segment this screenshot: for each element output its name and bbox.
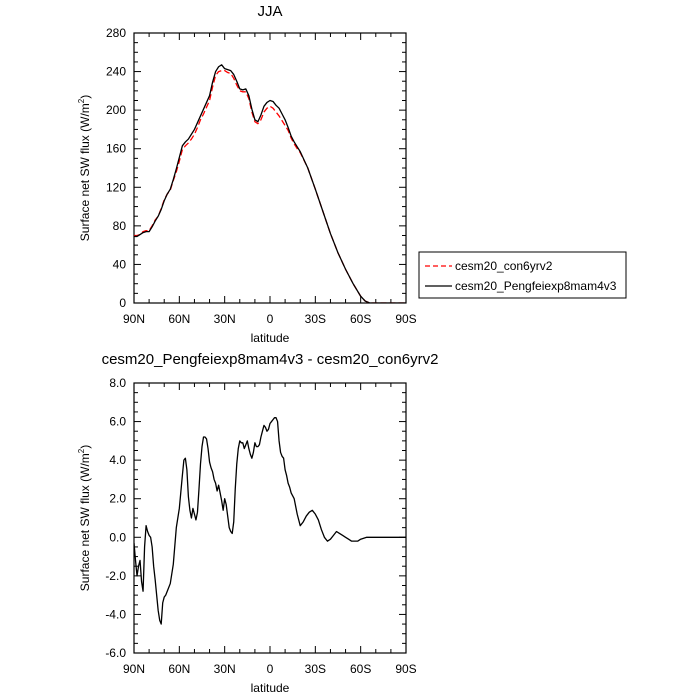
x-axis-label: latitude [251, 681, 290, 695]
x-tick-label: 30S [305, 662, 326, 676]
y-tick-label: 240 [106, 65, 126, 79]
series-line-cesm20_Pengfeiexp8mam4v3 [134, 64, 406, 303]
x-tick-label: 60S [350, 312, 371, 326]
series-line-difference [134, 417, 406, 625]
chart-title: cesm20_Pengfeiexp8mam4v3 - cesm20_con6yr… [102, 351, 439, 368]
series-line-cesm20_con6yrv2 [134, 69, 406, 303]
legend-label: cesm20_con6yrv2 [455, 259, 553, 273]
y-tick-label: 80 [113, 219, 127, 233]
x-tick-label: 30S [305, 312, 326, 326]
x-tick-label: 60N [168, 312, 190, 326]
x-tick-label: 90N [123, 312, 145, 326]
x-tick-label: 60N [168, 662, 190, 676]
y-tick-label: 2.0 [109, 492, 126, 506]
y-axis-label: Surface net SW flux (W/m2) [77, 445, 92, 591]
legend-label: cesm20_Pengfeiexp8mam4v3 [455, 279, 617, 293]
x-tick-label: 30N [214, 312, 236, 326]
x-tick-label: 90S [395, 312, 416, 326]
y-tick-label: 6.0 [109, 415, 126, 429]
y-tick-label: 8.0 [109, 376, 126, 390]
x-tick-label: 90S [395, 662, 416, 676]
y-axis-label: Surface net SW flux (W/m2) [77, 95, 92, 241]
y-tick-label: 280 [106, 26, 126, 40]
y-tick-label: -6.0 [105, 646, 126, 660]
y-tick-label: 0.0 [109, 530, 126, 544]
y-tick-label: 4.0 [109, 453, 126, 467]
y-tick-label: 40 [113, 257, 127, 271]
legend-box [418, 251, 627, 299]
x-tick-label: 0 [267, 312, 274, 326]
plot-frame [133, 32, 407, 304]
legend: cesm20_con6yrv2 cesm20_Pengfeiexp8mam4v3 [418, 251, 627, 299]
x-tick-label: 0 [267, 662, 274, 676]
x-tick-label: 30N [214, 662, 236, 676]
x-tick-label: 60S [350, 662, 371, 676]
y-tick-label: 160 [106, 142, 126, 156]
y-tick-label: 0 [119, 296, 126, 310]
x-axis-label: latitude [251, 331, 290, 345]
y-tick-label: -2.0 [105, 569, 126, 583]
chart-title: JJA [257, 3, 282, 20]
chart-panel-2: cesm20_Pengfeiexp8mam4v3 - cesm20_con6yr… [77, 351, 438, 695]
chart-panel-1: JJA 90N 60N 30N 0 30S 60S 90S 0 40 80 120 160 200 240 2… [77, 3, 417, 345]
y-tick-label: 200 [106, 103, 126, 117]
x-tick-label: 90N [123, 662, 145, 676]
y-tick-label: 120 [106, 180, 126, 194]
y-tick-label: -4.0 [105, 607, 126, 621]
